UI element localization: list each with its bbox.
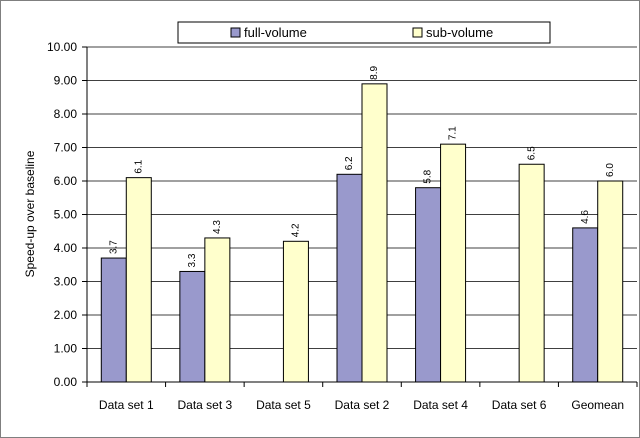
data-label: 4.3 [212, 220, 223, 234]
bar-sub-volume [361, 83, 388, 383]
plot-area: 0.00 1.00 2.00 3.00 4.00 5.00 6.00 7.00 8.00 9.00… [47, 40, 638, 412]
y-axis-title: Speed-up over baseline [23, 150, 37, 277]
y-tick-label: 2.00 [54, 308, 78, 322]
data-label: 5.8 [423, 169, 434, 183]
y-tick-label: 1.00 [54, 342, 78, 356]
x-tick-label: Data set 1 [99, 398, 154, 412]
data-label: 3.3 [187, 253, 198, 267]
data-label: 7.1 [448, 126, 459, 140]
x-tick-label: Data set 3 [178, 398, 233, 412]
bar-full-volume [572, 227, 599, 383]
data-label: 6.0 [605, 163, 616, 177]
y-tick-label: 8.00 [54, 107, 78, 121]
legend-label-full-volume: full-volume [244, 25, 307, 40]
data-label: 6.5 [526, 146, 537, 160]
bar-sub-volume [282, 240, 309, 383]
legend-box [177, 21, 551, 44]
bar-full-volume [415, 187, 442, 383]
data-label: 8.9 [369, 66, 380, 80]
bar-full-volume [179, 270, 206, 383]
x-tick-label: Data set 4 [413, 398, 468, 412]
legend-label-sub-volume: sub-volume [426, 25, 493, 40]
x-tick-label: Geomean [571, 398, 624, 412]
bar-sub-volume [125, 177, 152, 383]
bar-full-volume [336, 173, 363, 383]
data-label: 6.2 [344, 156, 355, 170]
data-label: 4.6 [580, 210, 591, 224]
y-tick-label: 5.00 [54, 208, 78, 222]
x-tick-label: Data set 5 [256, 398, 311, 412]
bar-sub-volume [518, 163, 545, 383]
legend-swatch-sub-volume [412, 27, 423, 38]
data-label: 4.2 [291, 223, 302, 237]
y-tick-label: 3.00 [54, 275, 78, 289]
y-tick-label: 9.00 [54, 74, 78, 88]
y-tick-label: 7.00 [54, 141, 78, 155]
legend-swatch-full-volume [230, 27, 241, 38]
y-tick-label: 4.00 [54, 241, 78, 255]
y-tick-label: 10.00 [47, 40, 77, 54]
legend: full-volume sub-volume [177, 21, 551, 44]
bar-sub-volume [597, 180, 624, 383]
bar-sub-volume [204, 237, 231, 383]
data-label: 6.1 [133, 159, 144, 173]
x-tick-label: Data set 2 [335, 398, 390, 412]
bar-sub-volume [440, 143, 467, 383]
bar-full-volume [100, 257, 127, 383]
x-tick-label: Data set 6 [492, 398, 547, 412]
y-tick-label: 0.00 [54, 375, 78, 389]
y-tick-label: 6.00 [54, 174, 78, 188]
data-label: 3.7 [108, 240, 119, 254]
